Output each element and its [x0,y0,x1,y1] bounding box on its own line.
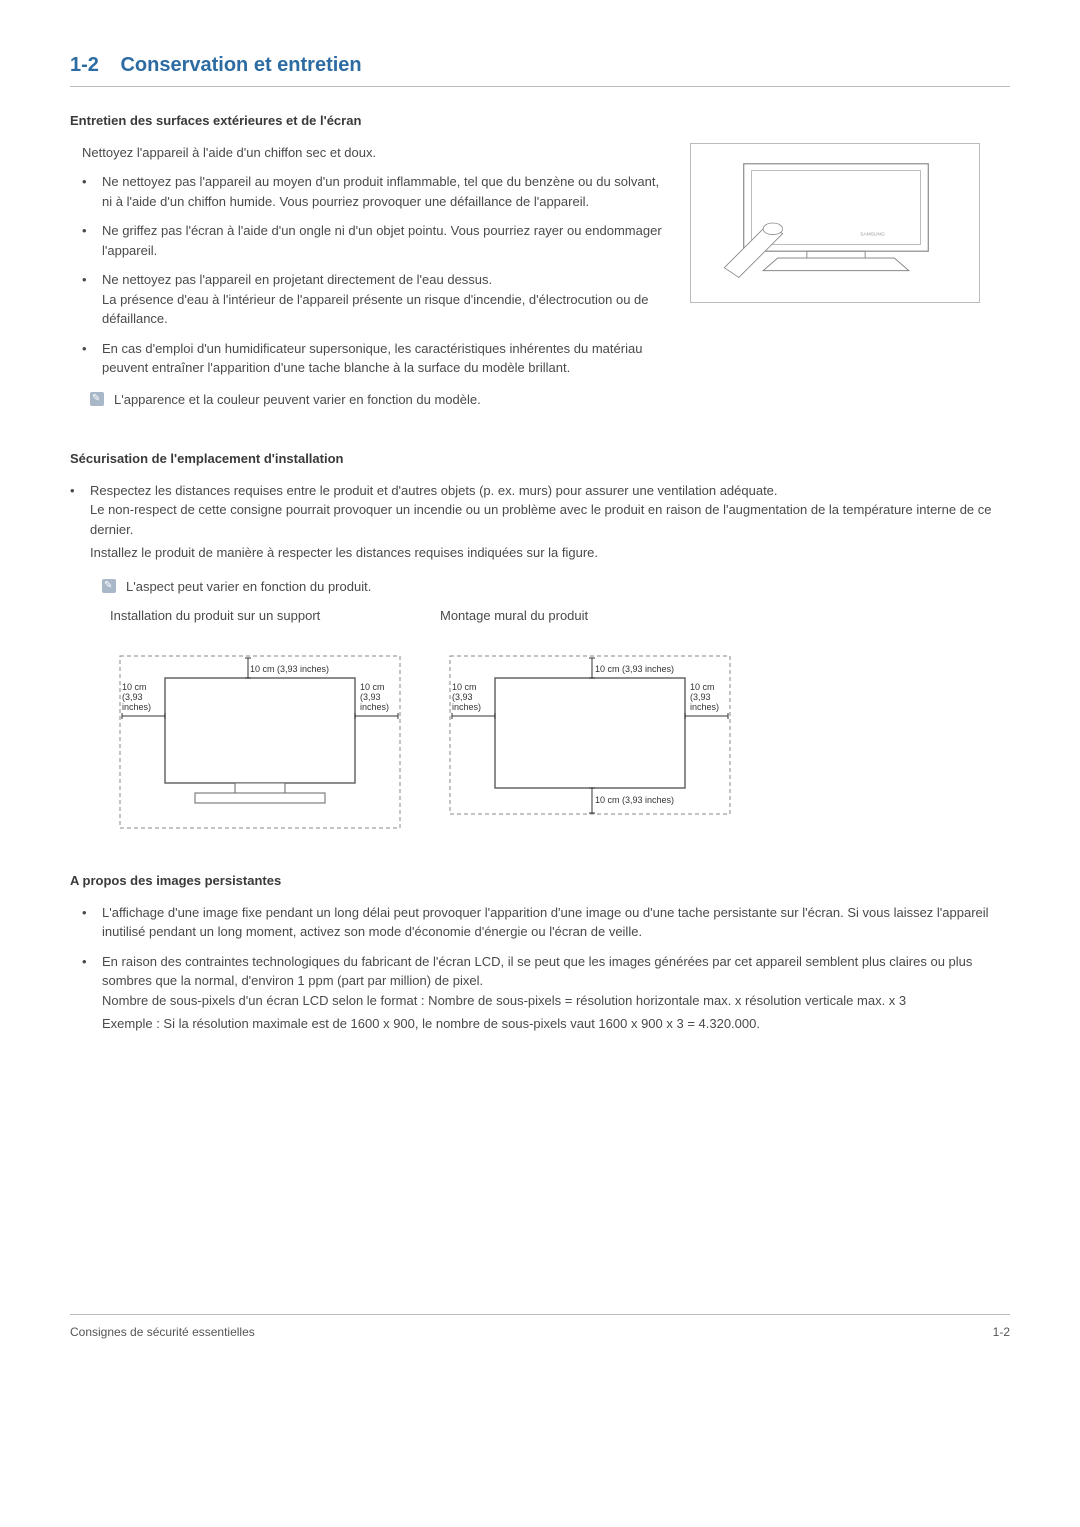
diag-stand-svg: 10 cm (3,93 inches) 10 cm (3,93 inches) … [110,638,410,838]
s1-two-col: Nettoyez l'appareil à l'aide d'un chiffo… [70,143,1010,410]
footer-right: 1-2 [993,1323,1010,1341]
s1-note: L'apparence et la couleur peuvent varier… [90,390,670,410]
s1-bullet: Ne griffez pas l'écran à l'aide d'un ong… [82,221,670,260]
s3-bullets: L'affichage d'une image fixe pendant un … [70,903,1010,1034]
footer-left: Consignes de sécurité essentielles [70,1323,255,1341]
s2-note: L'aspect peut varier en fonction du prod… [102,577,1010,597]
diag2-title: Montage mural du produit [440,606,750,626]
s2-bullet: Respectez les distances requises entre l… [70,481,1010,563]
s1-bullet-text: En cas d'emploi d'un humidificateur supe… [102,341,642,376]
s1-note-text: L'apparence et la couleur peuvent varier… [114,390,481,410]
s2-heading: Sécurisation de l'emplacement d'installa… [70,449,1010,469]
s3-bullet: En raison des contraintes technologiques… [82,952,1010,1034]
section-number: 1-2 [70,54,99,76]
s2-bullets: Respectez les distances requises entre l… [70,481,1010,563]
s1-bullet: En cas d'emploi d'un humidificateur supe… [82,339,670,378]
svg-text:inches): inches) [122,702,151,712]
s2-b1-l2: Le non-respect de cette consigne pourrai… [90,500,1010,539]
section-header: 1-2 Conservation et entretien [70,50,1010,87]
svg-text:SAMSUNG: SAMSUNG [860,231,885,237]
s3-b2-l2: Nombre de sous-pixels d'un écran LCD sel… [102,991,1010,1011]
s3-heading: A propos des images persistantes [70,871,1010,891]
svg-text:(3,93: (3,93 [122,692,143,702]
s2-b1-l1: Respectez les distances requises entre l… [90,481,1010,501]
s2: Sécurisation de l'emplacement d'installa… [70,449,1010,843]
s2-diagrams: Installation du produit sur un support 1… [110,606,1010,843]
s3-b1: L'affichage d'une image fixe pendant un … [102,905,989,940]
s1-heading: Entretien des surfaces extérieures et de… [70,111,1010,131]
svg-text:(3,93: (3,93 [360,692,381,702]
s1-bullet-text: Ne nettoyez pas l'appareil en projetant … [102,272,649,326]
s1-bullet-text: Ne griffez pas l'écran à l'aide d'un ong… [102,223,662,258]
s1-bullet: Ne nettoyez pas l'appareil au moyen d'un… [82,172,670,211]
svg-text:10 cm: 10 cm [452,682,477,692]
svg-text:10 cm (3,93 inches): 10 cm (3,93 inches) [595,664,674,674]
s1-bullets: Ne nettoyez pas l'appareil au moyen d'un… [70,172,670,378]
s1-right: SAMSUNG [690,143,1010,303]
svg-text:10 cm: 10 cm [122,682,147,692]
section-title-row: 1-2 Conservation et entretien [70,50,1010,80]
page-footer: Consignes de sécurité essentielles 1-2 [70,1314,1010,1341]
diag-stand: Installation du produit sur un support 1… [110,606,420,843]
svg-text:10 cm: 10 cm [360,682,385,692]
diag-wall: Montage mural du produit 10 cm (3,93 inc… [440,606,750,843]
s1-left: Nettoyez l'appareil à l'aide d'un chiffo… [70,143,670,410]
svg-text:(3,93: (3,93 [690,692,711,702]
diag-wall-svg: 10 cm (3,93 inches) 10 cm (3,93 inches) … [440,638,740,838]
s1-intro: Nettoyez l'appareil à l'aide d'un chiffo… [82,143,670,163]
note-icon [90,392,104,406]
s1-bullet: Ne nettoyez pas l'appareil en projetant … [82,270,670,329]
s1-bullet-text: Ne nettoyez pas l'appareil au moyen d'un… [102,174,659,209]
s2-b1-l3: Installez le produit de manière à respec… [90,543,1010,563]
monitor-svg: SAMSUNG [703,156,969,292]
s3-b2-l3: Exemple : Si la résolution maximale est … [102,1014,1010,1034]
s3-bullet: L'affichage d'une image fixe pendant un … [82,903,1010,942]
s3-b2-l1: En raison des contraintes technologiques… [102,952,1010,991]
s2-note-text: L'aspect peut varier en fonction du prod… [126,577,371,597]
s3: A propos des images persistantes L'affic… [70,871,1010,1034]
svg-text:inches): inches) [452,702,481,712]
svg-text:10 cm (3,93 inches): 10 cm (3,93 inches) [595,795,674,805]
svg-text:(3,93: (3,93 [452,692,473,702]
svg-text:inches): inches) [690,702,719,712]
monitor-cleaning-illustration: SAMSUNG [690,143,980,303]
label-top: 10 cm (3,93 inches) [250,664,329,674]
svg-text:10 cm: 10 cm [690,682,715,692]
diag1-title: Installation du produit sur un support [110,606,420,626]
svg-text:inches): inches) [360,702,389,712]
section-title: Conservation et entretien [120,54,361,76]
note-icon [102,579,116,593]
